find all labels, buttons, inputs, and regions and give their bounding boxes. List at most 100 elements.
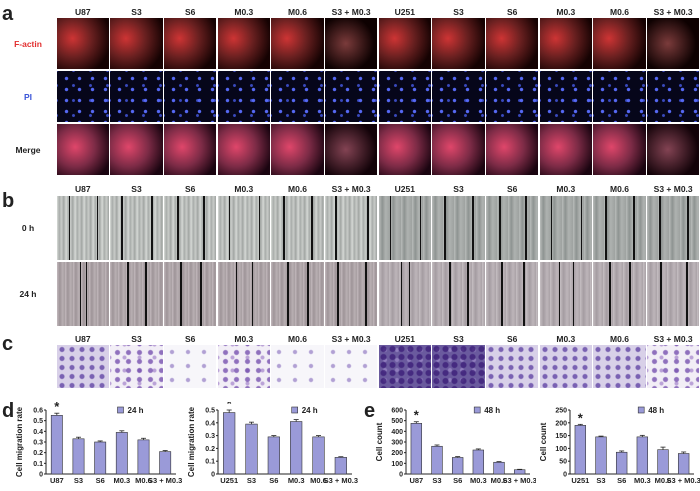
x-tick-label: S3 + M0.3	[324, 476, 358, 485]
wound-edge-line	[121, 196, 123, 260]
y-tick-label: 0	[211, 472, 215, 479]
y-tick-label: 0.1	[205, 459, 215, 466]
wound-edge-line	[609, 262, 611, 326]
micrograph-tile	[485, 124, 539, 175]
x-tick-label: S6	[453, 476, 462, 485]
scratch-assay-tile	[539, 196, 593, 260]
column-header: S6	[506, 334, 518, 344]
transwell-tile	[378, 345, 432, 388]
wound-edge-line	[307, 262, 309, 326]
bar	[115, 432, 128, 475]
chart-count-u87: Cell count 0 100 200 300 400 500 600 U87 * S3 S6 M0.…	[375, 406, 536, 485]
scratch-assay-tile	[378, 196, 432, 260]
column-header: S3 + M0.3	[331, 184, 371, 194]
x-tick-label: M0.6	[655, 476, 672, 485]
y-tick-label: 0.2	[33, 450, 43, 457]
scratch-assay-tile	[56, 262, 110, 326]
column-header: U87	[75, 184, 91, 194]
wound-edge-line	[472, 196, 474, 260]
scratch-assay-tile	[539, 262, 593, 326]
column-header: S3	[131, 334, 142, 344]
scratch-assay-tile	[432, 196, 485, 260]
transwell-tile	[432, 345, 485, 388]
x-tick-label: M0.6	[135, 476, 152, 485]
x-tick-label: S6	[96, 476, 105, 485]
column-header: S3	[453, 334, 464, 344]
wound-edge-line	[283, 196, 285, 260]
micrograph-tile	[646, 124, 700, 175]
legend-label: 24 h	[302, 406, 318, 415]
transwell-tile	[593, 345, 646, 388]
x-tick-label: M0.3	[634, 476, 651, 485]
micrograph-tile	[271, 18, 324, 69]
x-tick-label: S3	[596, 476, 605, 485]
micrograph-tile	[324, 18, 378, 69]
scratch-assay-tile	[217, 196, 271, 260]
row-label: 24 h	[19, 289, 37, 299]
x-tick-label: S6	[617, 476, 626, 485]
transwell-tile	[324, 345, 378, 388]
transwell-tile	[271, 345, 324, 388]
scratch-assay-tile	[217, 262, 271, 326]
wound-edge-line	[180, 262, 182, 326]
micrograph-tile	[593, 18, 646, 69]
micrograph-tile	[163, 124, 217, 175]
y-axis-label: Cell migration rate	[187, 406, 196, 477]
y-tick-label: 500	[391, 418, 403, 425]
wound-edge-line	[686, 262, 688, 326]
row-label: 0 h	[21, 223, 35, 233]
column-header: U251	[394, 7, 415, 17]
wound-edge-line	[572, 262, 575, 326]
y-tick-label: 0.3	[205, 433, 215, 440]
wound-edge-line	[203, 196, 205, 260]
micrograph-tile	[324, 71, 378, 122]
bar	[72, 438, 85, 475]
bar	[137, 439, 150, 475]
wound-edge-line	[523, 262, 525, 326]
scratch-assay-tile	[110, 262, 163, 326]
wound-edge-line	[228, 196, 231, 260]
wound-edge-line	[200, 262, 202, 326]
y-axis-label: Cell count	[539, 422, 548, 461]
bar	[159, 451, 172, 475]
wound-edge-line	[580, 196, 583, 260]
micrograph-tile	[271, 124, 324, 175]
column-header: M0.6	[288, 184, 307, 194]
bar	[513, 469, 526, 475]
column-header: S3 + M0.3	[331, 334, 371, 344]
y-tick-label: 250	[555, 408, 567, 415]
bar	[451, 457, 464, 475]
scratch-assay-tile	[593, 196, 646, 260]
column-header: M0.6	[610, 334, 629, 344]
wound-edge-line	[419, 196, 422, 260]
bar	[493, 461, 505, 475]
wound-edge-line	[444, 196, 446, 260]
wound-edge-line	[235, 262, 238, 326]
y-tick-label: 150	[555, 433, 567, 440]
wound-edge-line	[525, 196, 527, 260]
x-tick-label: S3 + M0.3	[502, 476, 536, 485]
micrograph-tile	[110, 18, 163, 69]
wound-edge-line	[96, 196, 99, 260]
column-header: U251	[394, 334, 415, 344]
row-label: F-actin	[14, 38, 42, 49]
y-tick-label: 0.5	[205, 408, 215, 415]
column-header: S3 + M0.3	[331, 7, 371, 17]
panel-letter-a: a	[2, 3, 14, 25]
micrograph-tile	[163, 71, 217, 122]
micrograph-tile	[110, 71, 163, 122]
wound-edge-line	[287, 262, 289, 326]
column-header: S3 + M0.3	[653, 334, 693, 344]
column-header: M0.6	[288, 334, 307, 344]
micrograph-tile	[163, 18, 217, 69]
y-tick-label: 400	[391, 429, 403, 436]
column-header: U251	[394, 184, 415, 194]
bar	[223, 412, 236, 475]
wound-edge-line	[311, 196, 313, 260]
micrograph-tile	[378, 71, 432, 122]
significance-mark: *	[414, 408, 420, 423]
wound-edge-line	[151, 196, 153, 260]
micrograph-tile	[646, 18, 700, 69]
bar	[245, 423, 258, 475]
legend-swatch	[473, 406, 481, 414]
